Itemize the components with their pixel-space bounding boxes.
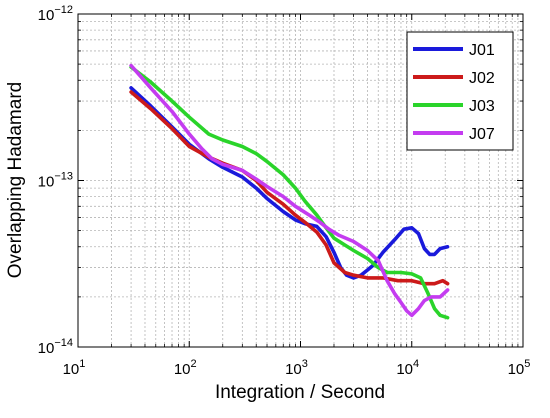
- legend: J01 J02 J03 J07: [406, 31, 514, 151]
- x-tick-label: 103: [285, 358, 308, 378]
- legend-label-j03: J03: [469, 98, 495, 115]
- legend-label-j01: J01: [469, 42, 495, 59]
- x-tick-label: 101: [63, 358, 86, 378]
- ticks: [77, 13, 524, 348]
- x-tick-label: 105: [508, 358, 531, 378]
- legend-box: [406, 31, 514, 151]
- y-axis-label: Overlapping Hadamard: [5, 82, 26, 278]
- tick-labels: 101 102 103 104 105 10−14 10−13 10−12: [38, 4, 531, 378]
- legend-label-j07: J07: [469, 126, 495, 143]
- series-line-j07: [129, 63, 450, 318]
- x-tick-label: 102: [174, 358, 197, 378]
- legend-label-j02: J02: [469, 70, 495, 87]
- series-layer: [129, 63, 450, 320]
- y-tick-label: 10−13: [38, 171, 73, 191]
- x-axis-label: Integration / Second: [215, 382, 385, 403]
- y-tick-label: 10−14: [38, 337, 73, 357]
- grid: [78, 14, 523, 347]
- y-tick-label: 10−12: [38, 4, 73, 24]
- x-tick-label: 104: [396, 358, 419, 378]
